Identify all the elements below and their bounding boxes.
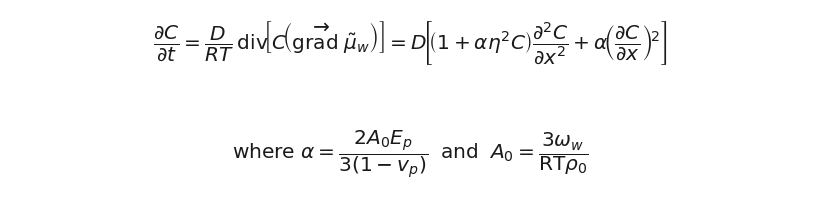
Text: $\dfrac{\partial C}{\partial t} = \dfrac{D}{RT}\,\mathrm{div}\!\left[C\!\left(\o: $\dfrac{\partial C}{\partial t} = \dfrac… xyxy=(154,20,667,69)
Text: $\text{where } \alpha = \dfrac{2A_0 E_p}{3\left(1 - v_p\right)}\;\text{ and }\;A: $\text{where } \alpha = \dfrac{2A_0 E_p}… xyxy=(232,128,589,180)
